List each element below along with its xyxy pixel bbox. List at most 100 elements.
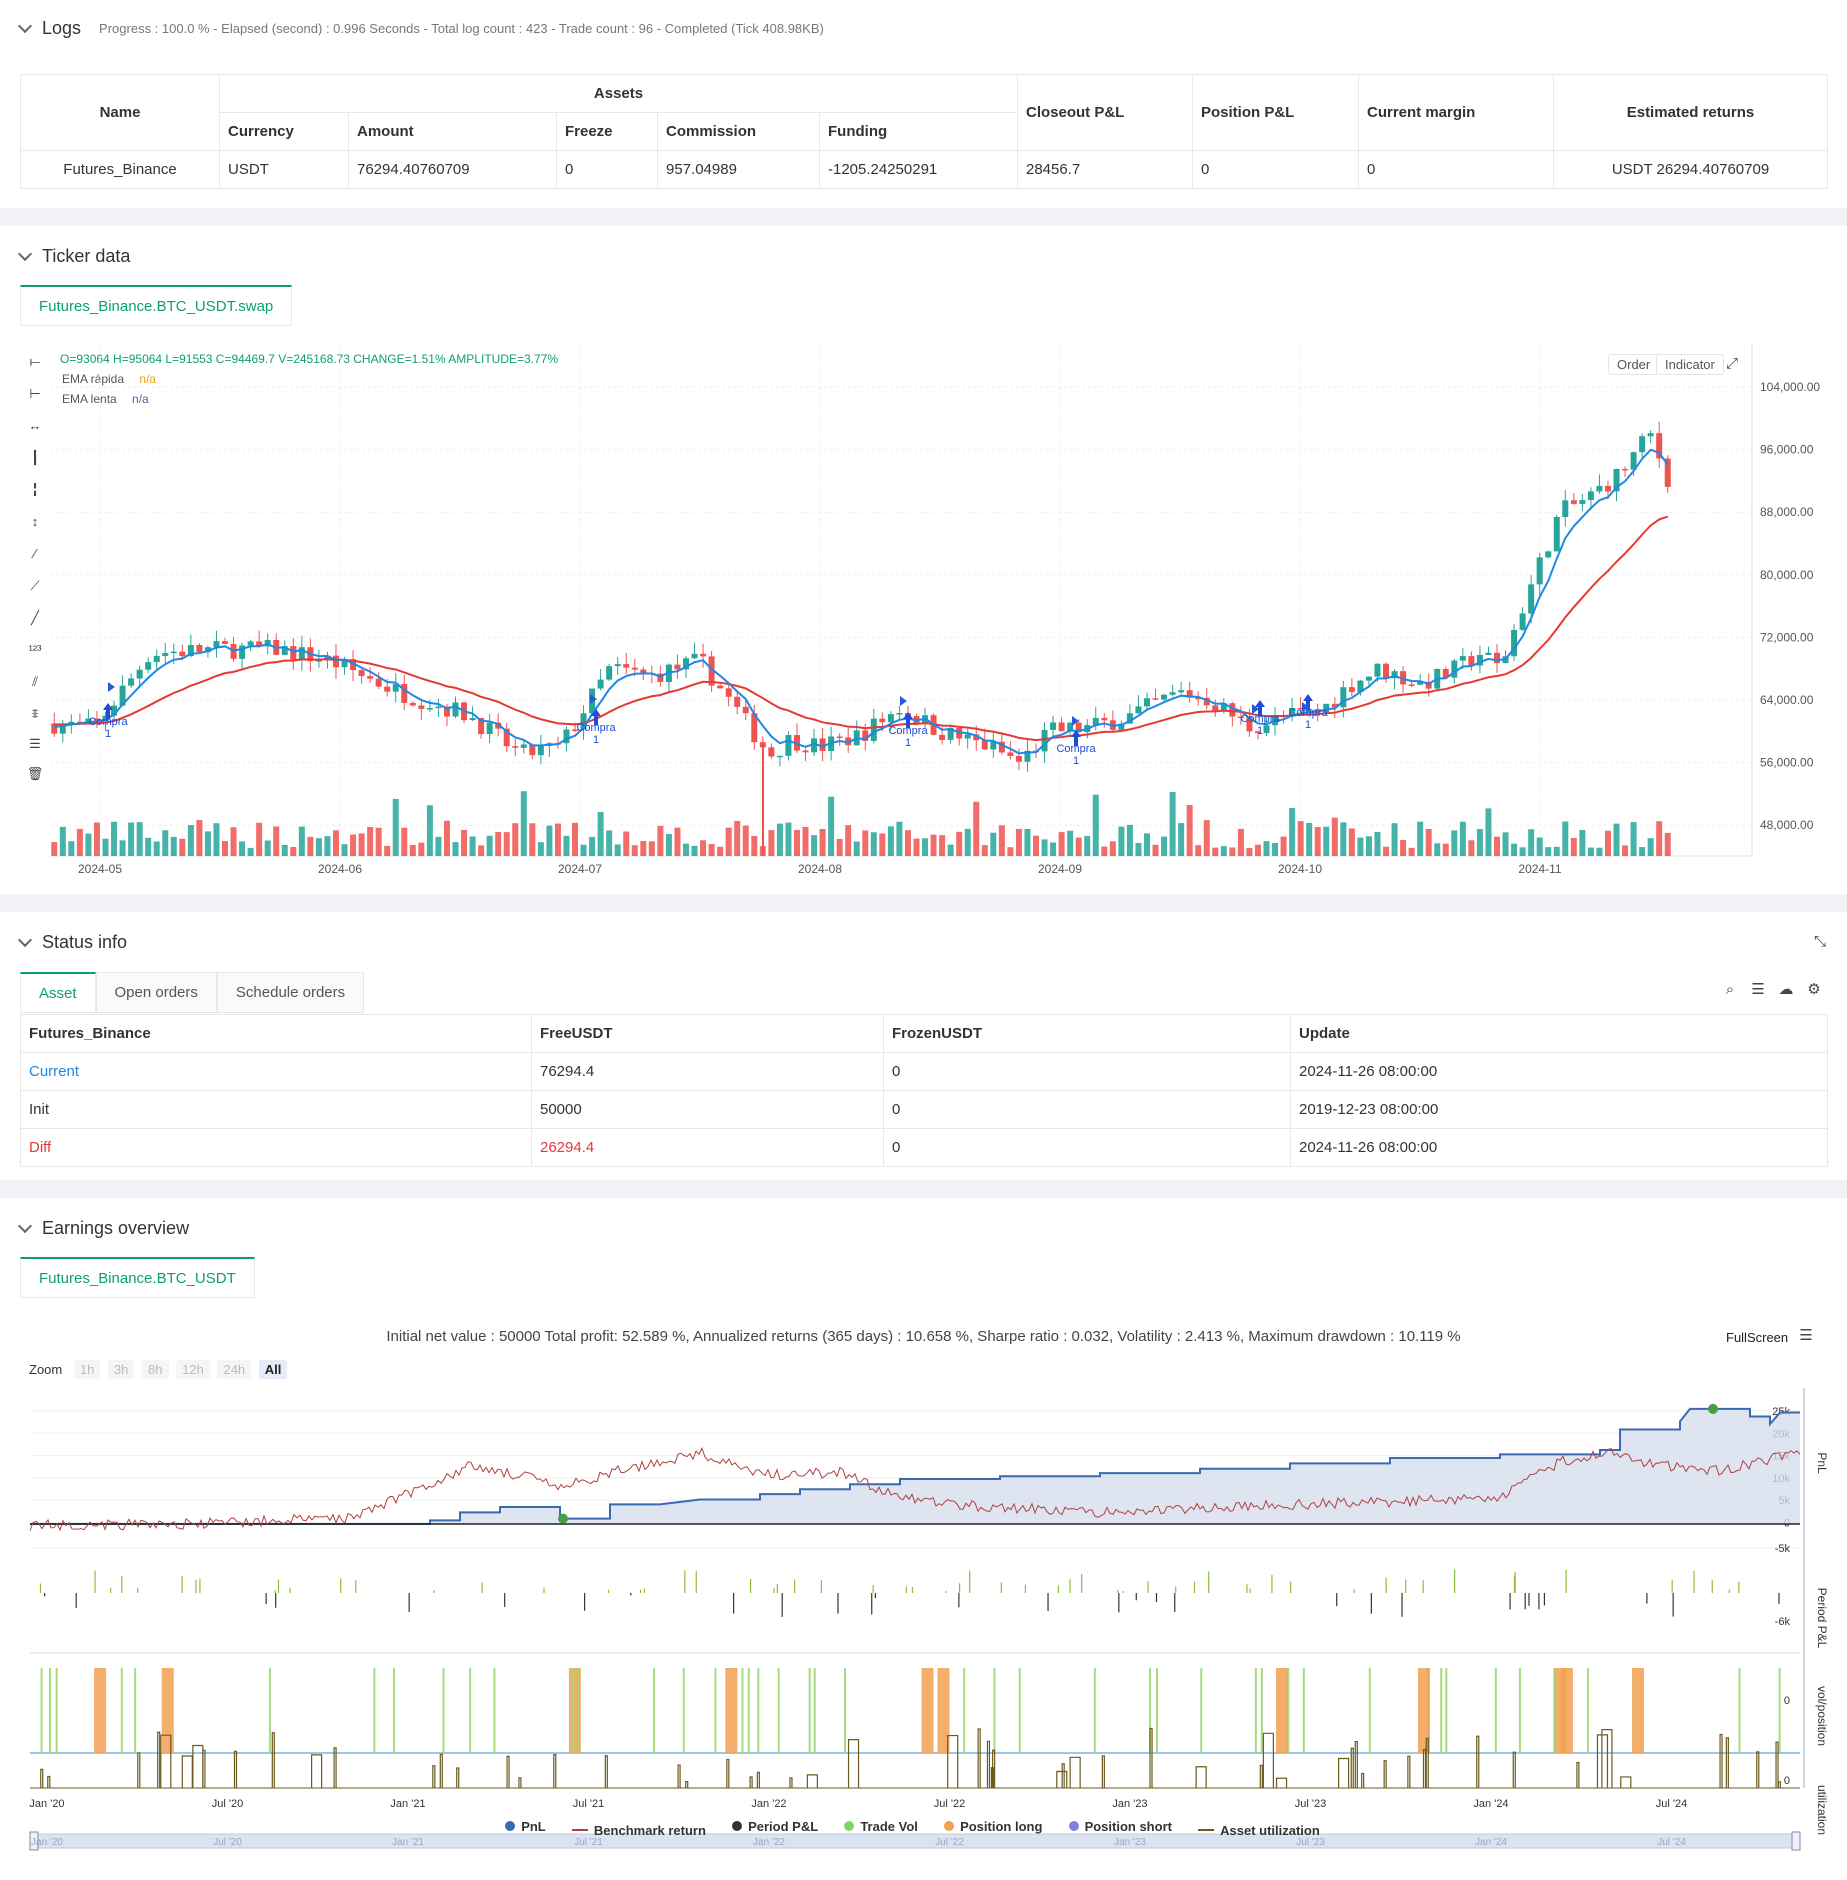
collapse-caret-icon[interactable] — [17, 18, 33, 34]
collapse-caret-icon[interactable] — [17, 932, 33, 948]
legend-position-short[interactable]: Position short — [1068, 1819, 1172, 1834]
earnings-tabs: Futures_Binance.BTC_USDT — [20, 1257, 255, 1298]
extended-line-icon[interactable]: ↔ — [28, 418, 42, 433]
candle-body — [1220, 703, 1227, 711]
volume-bar — [1126, 824, 1133, 856]
row-label-current[interactable]: Current — [20, 1052, 532, 1091]
ticker-header[interactable]: Ticker data — [17, 246, 130, 267]
legend-period-pnl[interactable]: Period P&L — [732, 1819, 818, 1834]
volume-bar — [853, 841, 860, 856]
candle-body — [384, 686, 391, 692]
horizontal-line-icon[interactable]: ⟝ — [29, 354, 41, 369]
cell-commission: 957.04989 — [657, 150, 820, 189]
util-spike — [947, 1734, 959, 1788]
order-button[interactable]: Order — [1608, 354, 1660, 375]
zoom-12h[interactable]: 12h — [176, 1360, 210, 1379]
volume-bar — [469, 836, 476, 856]
candle-body — [1237, 716, 1244, 719]
volume-bar — [1553, 846, 1560, 856]
zoom-1h[interactable]: 1h — [73, 1360, 101, 1379]
tab-btc-usdt[interactable]: Futures_Binance.BTC_USDT — [20, 1257, 255, 1297]
tab-open-orders[interactable]: Open orders — [95, 972, 217, 1012]
zoom-3h[interactable]: 3h — [107, 1360, 135, 1379]
tab-schedule-orders[interactable]: Schedule orders — [216, 972, 365, 1012]
util-spike — [685, 1781, 689, 1788]
parallel-channel-icon[interactable]: ⫽ — [32, 674, 38, 689]
navigator-tick: Jan '20 — [31, 1837, 63, 1848]
trend-line-icon[interactable]: ⁄ — [33, 546, 37, 561]
fib-icon[interactable]: ⩨ — [31, 706, 39, 721]
volume-bar — [324, 836, 331, 856]
fullscreen-button[interactable]: FullScreen — [1726, 1330, 1789, 1345]
list-icon[interactable]: ☰ — [1751, 981, 1765, 998]
legend-trade-vol[interactable]: Trade Vol — [844, 1819, 918, 1834]
fib-levels-icon[interactable]: ☰ — [29, 736, 41, 751]
navigator-tick: Jul '24 — [1657, 1837, 1686, 1848]
util-spike — [677, 1764, 681, 1788]
ray-icon[interactable]: ⟋ — [30, 578, 40, 593]
volume-bar — [1562, 821, 1569, 856]
zoom-all[interactable]: All — [258, 1360, 288, 1379]
volume-bar — [1075, 837, 1082, 856]
volume-bar — [111, 821, 118, 856]
buy-signal-label: Compra — [88, 716, 128, 728]
th-funding: Funding — [819, 112, 1018, 151]
volume-bar — [682, 843, 689, 856]
util-spike — [439, 1753, 443, 1788]
zoom-label: Zoom — [29, 1362, 63, 1377]
volume-bar — [358, 833, 365, 856]
volume-bar — [742, 825, 749, 856]
util-spike — [311, 1754, 323, 1788]
collapse-fullscreen-icon[interactable]: ⤡ — [1813, 933, 1826, 950]
volume-bar — [1101, 846, 1108, 856]
tab-asset[interactable]: Asset — [20, 972, 96, 1012]
candle-body — [153, 655, 160, 663]
gear-icon[interactable]: ⚙ — [1807, 981, 1821, 998]
text-icon[interactable]: ¹²³ — [28, 642, 42, 657]
th-commission: Commission — [657, 112, 820, 151]
earnings-header[interactable]: Earnings overview — [17, 1218, 189, 1239]
legend-benchmark[interactable]: Benchmark return — [571, 1823, 706, 1838]
candlestick-chart[interactable]: 104,000.00 96,000.00 88,000.00 80,000.00 72,… — [0, 226, 1847, 894]
indicator-button[interactable]: Indicator — [1656, 354, 1724, 375]
candle-body — [426, 708, 433, 710]
search-icon[interactable]: ⌕ — [1725, 981, 1735, 998]
logs-header[interactable]: Logs Progress : 100.0 % - Elapsed (secon… — [17, 18, 824, 39]
candle-body — [350, 659, 357, 671]
tab-btc-usdt-swap[interactable]: Futures_Binance.BTC_USDT.swap — [20, 285, 293, 325]
volume-bar — [947, 844, 954, 856]
menu-icon[interactable]: ☰ — [1799, 1327, 1813, 1344]
status-header[interactable]: Status info — [17, 932, 127, 953]
entry-flag-icon — [1252, 704, 1259, 714]
volume-bar — [1442, 843, 1449, 856]
vertical-segment-icon[interactable]: ╏ — [31, 482, 39, 497]
volume-bar — [1212, 847, 1219, 856]
cell-position: 0 — [1192, 150, 1359, 189]
cloud-download-icon[interactable]: ☁ — [1778, 981, 1794, 998]
price-range-icon[interactable]: ↕ — [31, 514, 39, 529]
trade-vol-bar — [747, 1668, 750, 1753]
volume-bar — [1579, 830, 1586, 856]
expand-icon[interactable]: ⤢ — [1725, 355, 1738, 372]
cell-funding: -1205.24250291 — [819, 150, 1018, 189]
zoom-8h[interactable]: 8h — [142, 1360, 169, 1379]
legend-pnl[interactable]: PnL — [505, 1819, 546, 1834]
earn-time-tick: Jul '21 — [573, 1798, 604, 1810]
legend-asset-util[interactable]: Asset utilization — [1198, 1823, 1320, 1838]
volume-bar — [836, 838, 843, 856]
volume-bar — [1639, 847, 1646, 856]
zoom-24h[interactable]: 24h — [217, 1360, 252, 1379]
trade-vol-bar — [493, 1668, 496, 1753]
entry-flag-icon — [900, 696, 907, 706]
candle-body — [1246, 716, 1253, 732]
segment-icon[interactable]: ╱ — [31, 610, 39, 625]
vertical-line-icon[interactable]: ┃ — [31, 450, 39, 465]
candle-body — [1067, 722, 1074, 732]
legend-position-long[interactable]: Position long — [944, 1819, 1042, 1834]
buy-signal-qty: 1 — [1073, 755, 1079, 767]
horizontal-ray-icon[interactable]: ⊢ — [29, 386, 41, 401]
vol-zero-label: 0 — [1784, 1695, 1790, 1707]
volume-bar — [998, 825, 1005, 856]
trash-icon[interactable]: 🗑 — [26, 766, 44, 781]
